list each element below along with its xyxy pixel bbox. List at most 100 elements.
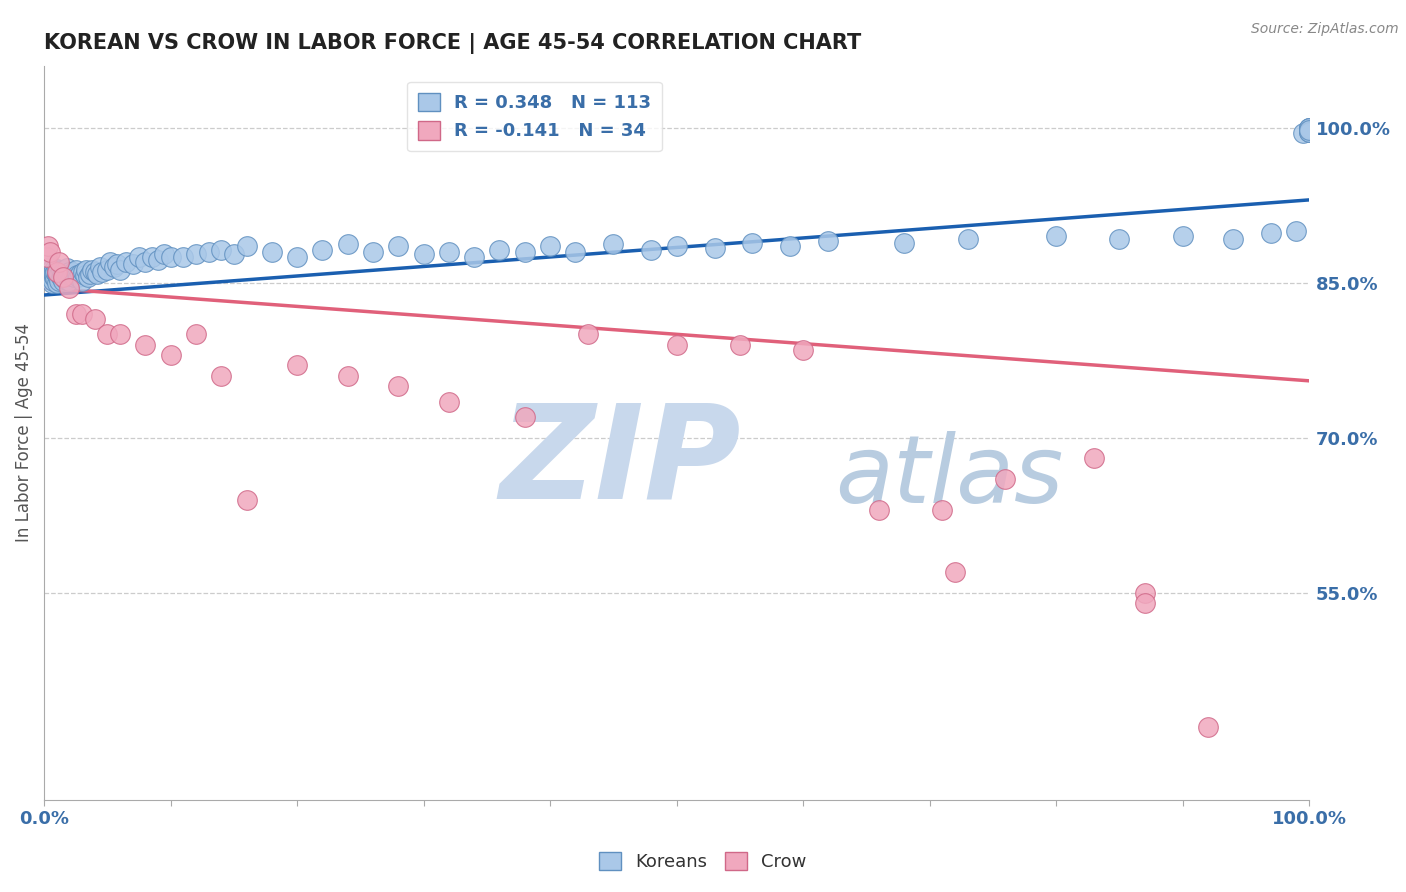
Point — [41, 268, 63, 282]
Point — [62, 265, 84, 279]
Point — [285, 359, 308, 373]
Legend: Koreans, Crow: Koreans, Crow — [592, 845, 814, 879]
Point — [779, 239, 801, 253]
Text: atlas: atlas — [835, 431, 1063, 522]
Point — [73, 268, 96, 283]
Point — [48, 255, 70, 269]
Point — [994, 472, 1017, 486]
Point — [128, 250, 150, 264]
Point — [44, 270, 66, 285]
Point — [1298, 120, 1320, 135]
Point — [35, 270, 58, 285]
Point — [63, 270, 86, 285]
Point — [58, 281, 80, 295]
Text: KOREAN VS CROW IN LABOR FORCE | AGE 45-54 CORRELATION CHART: KOREAN VS CROW IN LABOR FORCE | AGE 45-5… — [44, 33, 862, 54]
Point — [602, 237, 624, 252]
Point — [792, 343, 814, 357]
Point — [222, 246, 245, 260]
Point — [79, 268, 101, 282]
Point — [72, 265, 94, 279]
Point — [37, 239, 59, 253]
Point — [66, 268, 89, 283]
Point — [1298, 120, 1320, 135]
Point — [108, 263, 131, 277]
Point — [1133, 596, 1156, 610]
Point — [39, 270, 62, 285]
Point — [56, 269, 79, 284]
Point — [868, 503, 890, 517]
Point — [45, 268, 67, 282]
Point — [103, 260, 125, 274]
Point — [513, 244, 536, 259]
Point — [728, 337, 751, 351]
Point — [1298, 125, 1320, 139]
Point — [67, 270, 90, 285]
Point — [70, 307, 93, 321]
Point — [56, 261, 79, 276]
Point — [98, 255, 121, 269]
Point — [45, 262, 67, 277]
Point — [336, 237, 359, 252]
Point — [42, 274, 65, 288]
Point — [285, 250, 308, 264]
Point — [42, 265, 65, 279]
Point — [1222, 232, 1244, 246]
Point — [96, 327, 118, 342]
Point — [463, 250, 485, 264]
Point — [58, 274, 80, 288]
Point — [235, 492, 257, 507]
Point — [1298, 122, 1320, 136]
Point — [70, 274, 93, 288]
Point — [65, 307, 87, 321]
Point — [53, 263, 76, 277]
Point — [41, 276, 63, 290]
Point — [49, 263, 72, 277]
Point — [956, 232, 979, 246]
Point — [134, 337, 156, 351]
Point — [488, 243, 510, 257]
Point — [387, 379, 409, 393]
Point — [115, 255, 138, 269]
Point — [387, 239, 409, 253]
Point — [437, 244, 460, 259]
Point — [107, 257, 129, 271]
Point — [56, 268, 79, 282]
Point — [141, 250, 163, 264]
Point — [44, 265, 66, 279]
Point — [65, 263, 87, 277]
Point — [60, 268, 83, 282]
Point — [184, 327, 207, 342]
Point — [48, 268, 70, 282]
Point — [46, 270, 69, 285]
Point — [35, 250, 58, 264]
Point — [437, 394, 460, 409]
Point — [893, 236, 915, 251]
Point — [361, 244, 384, 259]
Point — [108, 327, 131, 342]
Point — [44, 263, 66, 277]
Point — [1298, 120, 1320, 135]
Point — [159, 250, 181, 264]
Point — [260, 244, 283, 259]
Point — [931, 503, 953, 517]
Text: Source: ZipAtlas.com: Source: ZipAtlas.com — [1251, 22, 1399, 37]
Point — [46, 265, 69, 279]
Point — [1260, 226, 1282, 240]
Point — [538, 239, 561, 253]
Point — [52, 270, 75, 285]
Point — [44, 271, 66, 285]
Point — [53, 270, 76, 285]
Point — [1298, 125, 1320, 139]
Point — [564, 244, 586, 259]
Point — [49, 270, 72, 285]
Point — [209, 243, 232, 257]
Point — [412, 246, 434, 260]
Point — [75, 263, 97, 277]
Point — [96, 263, 118, 277]
Point — [83, 311, 105, 326]
Point — [336, 368, 359, 383]
Point — [172, 250, 194, 264]
Point — [44, 268, 66, 282]
Point — [1133, 586, 1156, 600]
Point — [45, 265, 67, 279]
